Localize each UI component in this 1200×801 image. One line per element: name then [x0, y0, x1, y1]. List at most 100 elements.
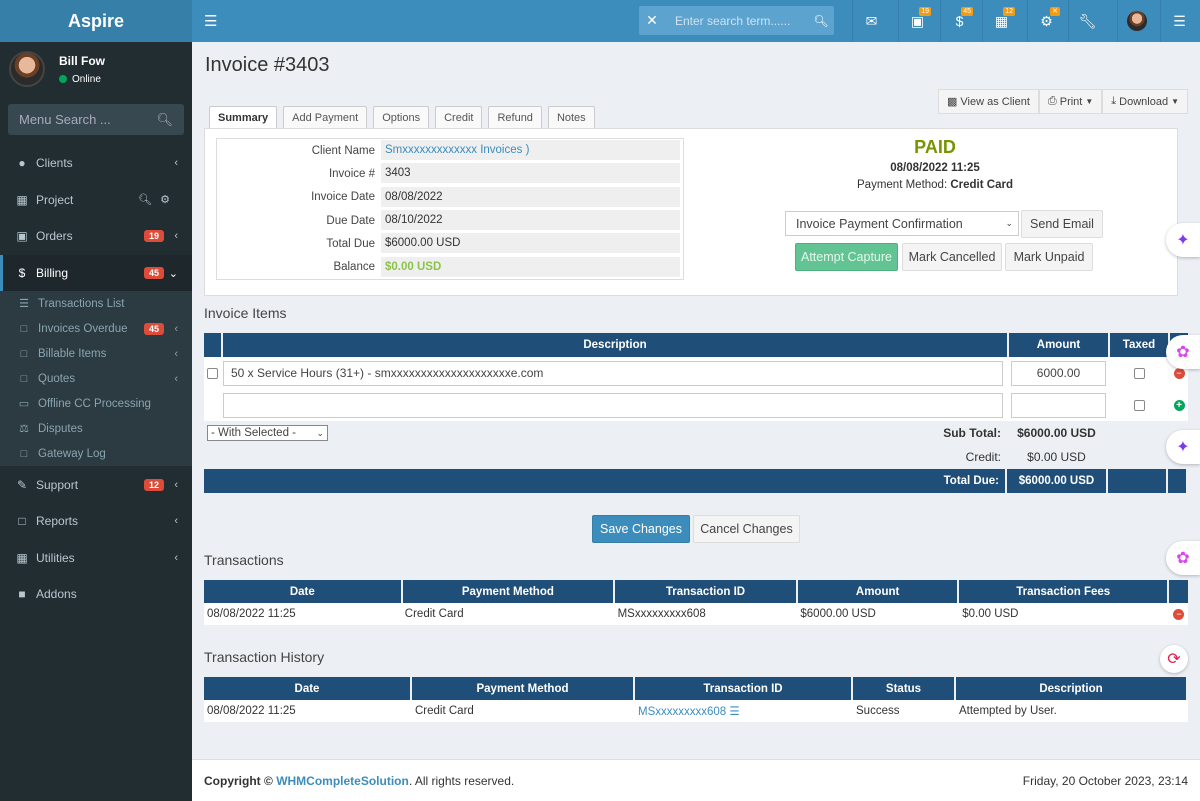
sidebar-item-orders[interactable]: ▣ Orders 19 ‹	[0, 218, 192, 255]
print-label: Print	[1059, 95, 1083, 108]
credit-card-icon: ▭	[18, 398, 30, 411]
dollar-nav-icon[interactable]: $45	[940, 0, 978, 42]
submenu-label: Billable Items	[38, 347, 107, 360]
global-search-placeholder[interactable]: Enter search term......	[675, 13, 791, 28]
caret-down-icon: ▼	[1171, 97, 1179, 106]
ai-sparkle-icon[interactable]: ✦	[1166, 223, 1200, 257]
online-dot-icon	[59, 75, 67, 83]
main-content: Invoice #3403 ▩ View as Client ⎙ Print ▼ ⤓ D…	[192, 42, 1200, 759]
save-changes-button[interactable]: Save Changes	[592, 515, 690, 543]
control-sidebar-icon[interactable]: ☰	[1160, 0, 1198, 42]
due-date-label: Due Date	[326, 214, 375, 227]
hist-id-link[interactable]: MSxxxxxxxxx608	[638, 706, 727, 718]
billing-submenu: ☰ Transactions List □ Invoices Overdue 45 ‹ …	[0, 291, 192, 467]
details-icon[interactable]: ☰	[729, 706, 740, 718]
download-button[interactable]: ⤓ Download ▼	[1102, 89, 1188, 114]
menu-toggle-icon[interactable]: ☰	[204, 13, 218, 30]
sidebar-item-quotes[interactable]: □ Quotes ‹	[0, 366, 192, 391]
client-name-link[interactable]: Smxxxxxxxxxxxxx Invoices )	[381, 140, 680, 162]
tx-fees: $0.00 USD	[962, 608, 1019, 620]
tab-add-payment[interactable]: Add Payment	[283, 106, 368, 128]
sidebar-item-label: Project	[36, 192, 74, 207]
tab-notes[interactable]: Notes	[547, 106, 595, 128]
project-settings-icon[interactable]: ⚙	[160, 194, 170, 207]
sidebar-item-billable-items[interactable]: □ Billable Items ‹	[0, 341, 192, 366]
add-item-icon[interactable]: +	[1173, 399, 1185, 411]
balance-label: Balance	[333, 261, 375, 274]
mark-cancelled-button[interactable]: Mark Cancelled	[902, 243, 1002, 271]
credit-row: Credit: $0.00 USD	[204, 445, 1188, 469]
invoice-date-value: 08/08/2022	[381, 186, 680, 208]
sidebar-item-utilities[interactable]: ▦ Utilities ‹	[0, 540, 192, 577]
search-icon[interactable]: 🔍︎	[813, 13, 829, 28]
ticket-nav-icon[interactable]: ▦ 12	[982, 0, 1020, 42]
item-amount-input[interactable]: 6000.00	[1011, 360, 1106, 386]
clipboard-icon: ▩	[947, 96, 958, 108]
ai-brain-icon[interactable]: ✿	[1166, 541, 1200, 575]
table-row: 50 x Service Hours (31+) - smxxxxxxxxxxx…	[204, 357, 1188, 389]
attempt-capture-button[interactable]: Attempt Capture	[795, 243, 898, 271]
new-item-taxed-checkbox[interactable]	[1133, 399, 1145, 411]
table-row: 08/08/2022 11:25 Credit Card MSxxxxxxxxx…	[204, 700, 1188, 722]
user-menu[interactable]	[1117, 0, 1155, 42]
tab-options[interactable]: Options	[373, 106, 430, 128]
tx-method-header: Payment Method	[402, 580, 614, 603]
total-filler	[1108, 469, 1166, 493]
project-search-icon[interactable]: 🔍︎	[138, 194, 152, 207]
subtotal-row: - With Selected - ⌄ Sub Total: $6000.00 U…	[204, 421, 1188, 445]
item-taxed-checkbox[interactable]	[1133, 367, 1145, 379]
tab-refund[interactable]: Refund	[488, 106, 542, 128]
item-checkbox[interactable]	[207, 367, 218, 379]
mark-unpaid-button[interactable]: Mark Unpaid	[1005, 243, 1093, 271]
table-row-new: +	[204, 389, 1188, 421]
sidebar-item-billing[interactable]: $ Billing 45 ⌄	[0, 254, 192, 292]
new-item-description-input[interactable]	[223, 392, 1003, 418]
search-icon[interactable]: 🔍︎	[156, 111, 173, 127]
submenu-label: Gateway Log	[38, 447, 106, 460]
sidebar-item-invoices-overdue[interactable]: □ Invoices Overdue 45 ‹	[0, 316, 192, 341]
send-email-button[interactable]: Send Email	[1021, 210, 1103, 238]
sidebar-item-clients[interactable]: ● Clients ‹	[0, 145, 192, 182]
sidebar-item-gateway-log[interactable]: □ Gateway Log	[0, 441, 192, 466]
invoice-items-title: Invoice Items	[204, 305, 287, 321]
print-button[interactable]: ⎙ Print ▼	[1038, 89, 1103, 114]
company-link[interactable]: WHMCompleteSolution	[276, 773, 409, 788]
dollar-icon: $	[18, 266, 26, 281]
item-description-input[interactable]: 50 x Service Hours (31+) - smxxxxxxxxxxx…	[223, 360, 1003, 386]
sidebar-item-addons[interactable]: ■ Addons	[0, 576, 192, 613]
tab-summary[interactable]: Summary	[209, 106, 278, 128]
delete-transaction-icon[interactable]: −	[1173, 608, 1185, 620]
cancel-changes-button[interactable]: Cancel Changes	[693, 515, 800, 543]
sidebar-item-transactions-list[interactable]: ☰ Transactions List	[0, 291, 192, 316]
chat-icon[interactable]: ✉	[852, 0, 890, 42]
cart-nav-icon[interactable]: ▣ 19	[898, 0, 936, 42]
sidebar-item-offline-cc[interactable]: ▭ Offline CC Processing	[0, 391, 192, 416]
cogs-icon[interactable]: ⚙ ✕	[1027, 0, 1065, 42]
ai-brain-icon[interactable]: ✿	[1166, 335, 1200, 369]
clickup-icon[interactable]: ⟳	[1160, 645, 1188, 673]
ai-sparkle-icon[interactable]: ✦	[1166, 430, 1200, 464]
sidebar-item-label: Support	[36, 477, 79, 492]
close-icon[interactable]: ✕	[646, 12, 658, 28]
total-due-row-value: $6000.00 USD	[1007, 469, 1106, 493]
email-template-select[interactable]: Invoice Payment Confirmation ⌄	[785, 211, 1019, 236]
orders-badge: 19	[143, 230, 164, 243]
sidebar-item-disputes[interactable]: ⚖ Disputes	[0, 416, 192, 441]
sidebar-item-reports[interactable]: □ Reports ‹	[0, 503, 192, 540]
menu-search-input[interactable]: Menu Search ... 🔍︎	[8, 104, 184, 135]
sidebar-item-support[interactable]: ✎ Support 12 ‹	[0, 466, 192, 503]
sidebar-item-project[interactable]: ▦ Project 🔍︎ ⚙	[0, 182, 192, 219]
global-search[interactable]: ✕ Enter search term...... 🔍︎	[639, 6, 834, 35]
chevron-left-icon: ‹	[174, 478, 178, 491]
with-selected-select[interactable]: - With Selected - ⌄	[207, 425, 328, 441]
new-item-amount-input[interactable]	[1011, 392, 1106, 418]
wrench-icon[interactable]: 🔧︎	[1068, 0, 1106, 42]
view-as-client-button[interactable]: ▩ View as Client	[938, 89, 1039, 114]
invoice-info-table: Client Name Smxxxxxxxxxxxxx Invoices ) In…	[216, 138, 684, 280]
topbar-avatar[interactable]	[1126, 11, 1147, 31]
tab-credit[interactable]: Credit	[435, 106, 483, 128]
caret-down-icon: ▼	[1085, 97, 1094, 106]
brand-logo[interactable]: Aspire	[0, 0, 192, 42]
remove-item-icon[interactable]: −	[1173, 367, 1185, 379]
user-status-label: Online	[72, 73, 101, 85]
